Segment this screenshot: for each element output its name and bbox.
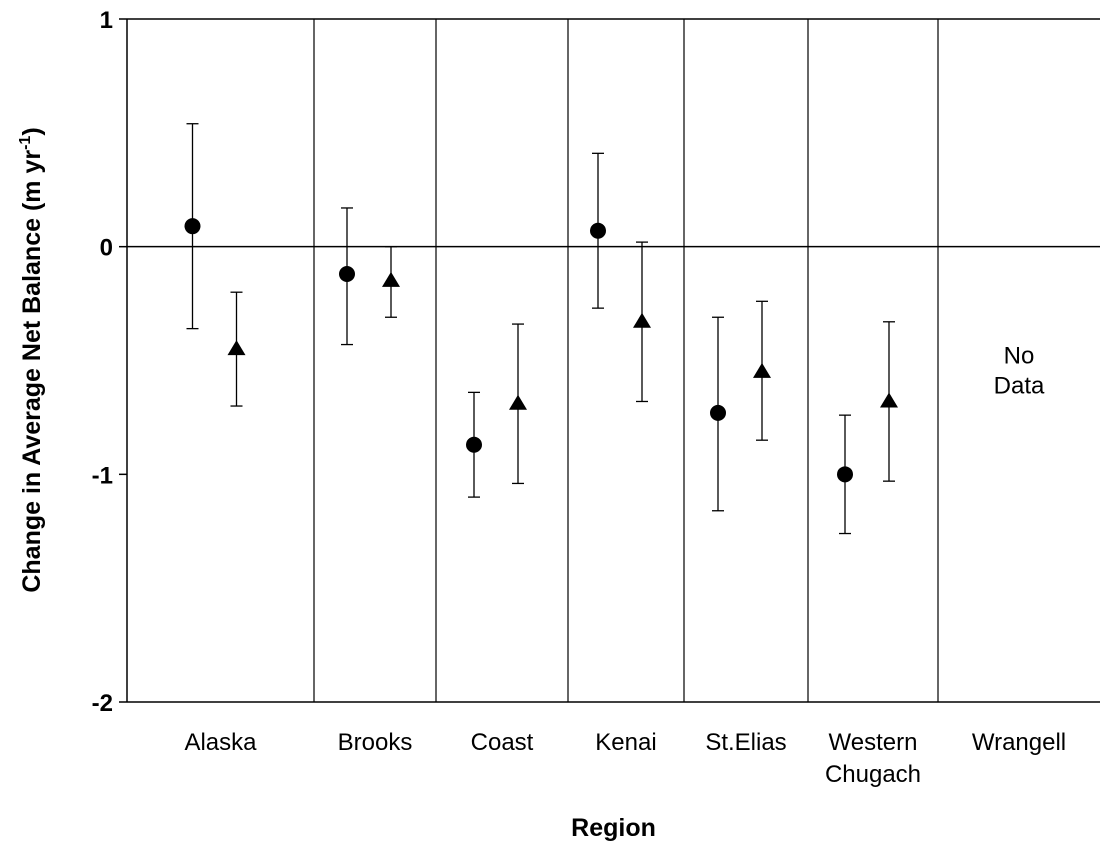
annotation-line: No (1004, 343, 1035, 370)
category-label-line: Wrangell (972, 729, 1066, 756)
triangle-marker (753, 362, 771, 378)
category-label-line: Brooks (338, 729, 413, 756)
circle-point (184, 123, 201, 330)
annotation-text: No Data (994, 343, 1045, 400)
circle-marker (339, 265, 355, 282)
y-axis-ticks: 1 0 -1 -2 (92, 7, 127, 717)
category-label: St.Elias (705, 729, 786, 756)
plot-frame (126, 18, 1100, 703)
x-axis-title: Region (571, 814, 656, 842)
y-axis-title-close: ) (18, 127, 46, 135)
y-axis-title-superscript: -1 (17, 136, 34, 150)
y-tick-label: -2 (92, 690, 113, 717)
triangle-marker (509, 394, 527, 410)
category-label: Western Chugach (825, 729, 921, 788)
circle-point (710, 316, 726, 512)
circle-point (466, 391, 482, 498)
circle-marker (837, 466, 853, 483)
annotation-line: Data (994, 373, 1045, 400)
category-label: Wrangell (972, 729, 1066, 756)
circle-marker (590, 222, 606, 239)
x-axis-categories: Alaska Brooks Coast Kenai St.Elias Western Chu… (184, 729, 1066, 788)
category-label-line: Chugach (825, 761, 921, 788)
y-tick-label: 0 (100, 235, 113, 262)
category-label: Brooks (338, 729, 413, 756)
category-label-line: Kenai (595, 729, 656, 756)
category-label-line: Alaska (184, 729, 257, 756)
triangle-marker (382, 271, 400, 287)
no-data-annotation: No Data (994, 343, 1045, 400)
triangle-point (509, 323, 527, 485)
y-axis-title: Change in Average Net Balance (m yr-1) (17, 127, 46, 592)
data-marks (184, 123, 898, 535)
category-label-line: St.Elias (705, 729, 786, 756)
category-label-line: Western (829, 729, 918, 756)
triangle-marker (227, 340, 246, 356)
triangle-point (633, 241, 651, 403)
triangle-point (227, 291, 246, 407)
circle-point (339, 207, 355, 346)
circle-point (590, 152, 606, 309)
circle-marker (466, 436, 482, 453)
category-label: Kenai (595, 729, 656, 756)
triangle-marker (633, 312, 651, 328)
category-label: Alaska (184, 729, 257, 756)
circle-point (837, 414, 853, 535)
circle-marker (184, 218, 201, 235)
triangle-point (880, 321, 898, 482)
category-label-line: Coast (471, 729, 534, 756)
y-tick-label: 1 (100, 7, 113, 34)
category-label: Coast (471, 729, 534, 756)
triangle-point (382, 246, 400, 318)
triangle-point (753, 300, 771, 441)
triangle-marker (880, 392, 898, 408)
circle-marker (710, 404, 726, 421)
y-tick-label: -1 (92, 462, 113, 489)
y-axis-title-main: Change in Average Net Balance (m yr (18, 150, 46, 593)
